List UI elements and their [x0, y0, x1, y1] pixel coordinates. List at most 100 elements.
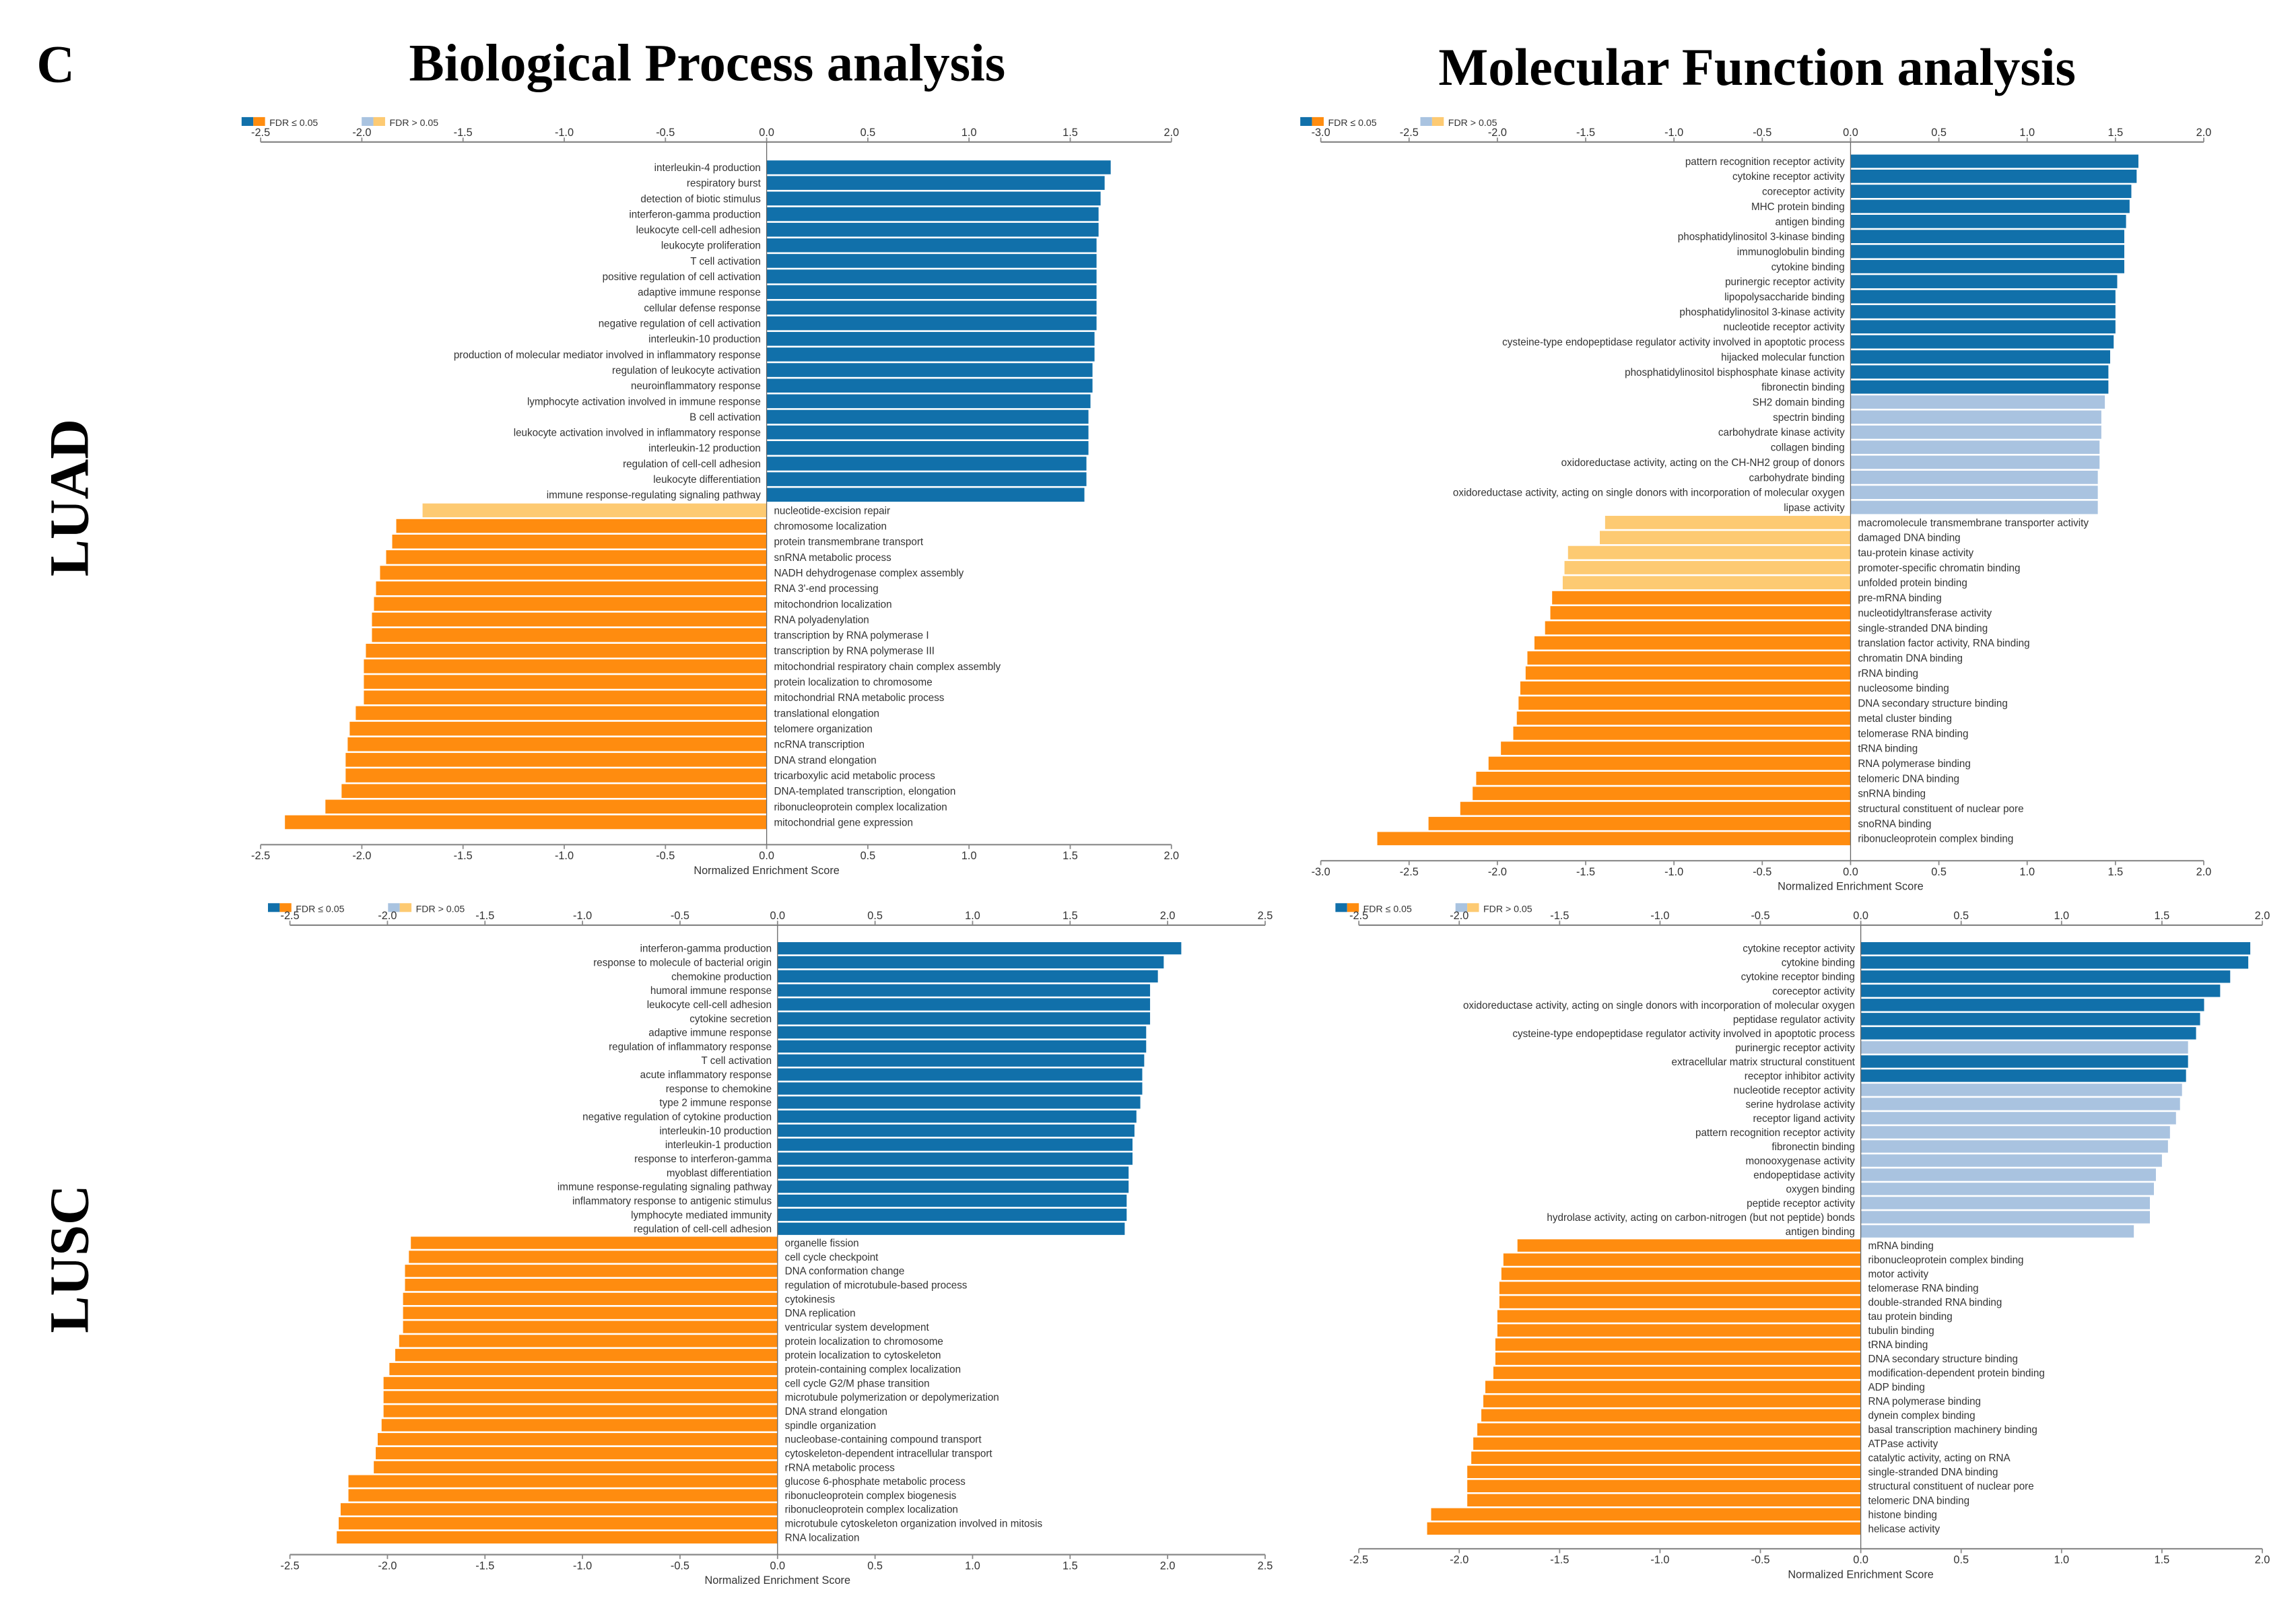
tick-label: 0.0: [759, 850, 774, 862]
bar-label: DNA secondary structure binding: [1868, 1354, 2018, 1365]
bar: [777, 998, 1151, 1011]
bar: [364, 675, 767, 689]
bar-label: DNA replication: [785, 1308, 856, 1319]
bar: [766, 472, 1087, 486]
legend-label: FDR ≤ 0.05: [296, 903, 344, 914]
bar-label: immunoglobulin binding: [1737, 246, 1845, 258]
x-axis-bottom: -2.5 -2.0 -1.5 -1.0 -0.5 0.0 0.5 1.0 1.5 2.0: [251, 844, 1179, 862]
legend-label: FDR > 0.05: [1448, 117, 1497, 128]
bar-label: RNA 3'-end processing: [774, 583, 878, 595]
bar: [403, 1321, 778, 1333]
bar-label: catalytic activity, acting on RNA: [1868, 1453, 2011, 1464]
tick-label: -2.5: [251, 127, 270, 139]
bar: [766, 347, 1095, 362]
bar: [1860, 1182, 2154, 1195]
bar-label: ribonucleoprotein complex binding: [1858, 834, 2013, 845]
bar-label: negative regulation of cell activation: [599, 319, 761, 330]
tick-label: -0.5: [656, 127, 675, 139]
bar: [766, 363, 1093, 377]
tick-label: 0.5: [867, 1560, 883, 1572]
bar-label: protein transmembrane transport: [774, 537, 923, 548]
tick-label: 2.5: [1258, 910, 1273, 922]
bar: [1499, 1296, 1861, 1308]
bar-label: regulation of leukocyte activation: [612, 365, 761, 376]
bar: [1860, 1154, 2162, 1167]
bar: [1850, 395, 2105, 409]
bar-label: cytokine receptor activity: [1743, 943, 1855, 955]
bar-label: cytokinesis: [785, 1294, 836, 1305]
bar: [766, 285, 1097, 300]
bar-label: receptor inhibitor activity: [1745, 1071, 1856, 1082]
bar-label: protein localization to chromosome: [774, 677, 932, 688]
bar-label: ribonucleoprotein complex biogenesis: [785, 1490, 957, 1502]
bar: [1860, 985, 2221, 997]
legend-swatch-pos-nonsig: [1455, 903, 1468, 912]
bar-label: regulation of cell-cell adhesion: [623, 459, 761, 470]
tick-label: -2.5: [1400, 866, 1419, 878]
tick-label: -2.0: [1450, 1554, 1468, 1566]
bar-label: single-stranded DNA binding: [1868, 1467, 1998, 1478]
bar: [1605, 516, 1851, 529]
tick-label: 1.5: [2108, 127, 2124, 139]
bar-label: interleukin-10 production: [659, 1125, 772, 1137]
bar-label: detection of biotic stimulus: [640, 193, 761, 205]
bar: [383, 1405, 778, 1418]
bar-label: tRNA binding: [1858, 743, 1918, 755]
bar: [1431, 1508, 1861, 1521]
bar-label: neuroinflammatory response: [631, 380, 761, 392]
legend-swatch-neg-sig: [1347, 903, 1359, 912]
bar: [777, 1124, 1135, 1137]
tick-label: 1.5: [1062, 127, 1078, 139]
bar: [405, 1278, 778, 1292]
bar: [766, 269, 1097, 284]
tick-label: -2.5: [1349, 1554, 1368, 1566]
bar-label: motor activity: [1868, 1269, 1928, 1280]
bar-label: transcription by RNA polymerase III: [774, 646, 935, 657]
tick-label: -1.0: [573, 910, 592, 922]
bar: [1427, 1522, 1861, 1535]
tick-label: -2.5: [251, 850, 270, 862]
legend-swatch-neg-nonsig: [1431, 116, 1444, 126]
bar-label: cytokine binding: [1771, 261, 1845, 273]
bar-label: fibronectin binding: [1771, 1141, 1855, 1153]
bar-label: nucleotide receptor activity: [1734, 1085, 1856, 1096]
bar: [409, 1251, 778, 1263]
bar: [1860, 1069, 2186, 1082]
bar-label: tau-protein kinase activity: [1858, 547, 1973, 559]
bar-label: DNA-templated transcription, elongation: [774, 786, 955, 797]
bar: [1860, 1084, 2182, 1096]
panel-letter: C: [36, 35, 75, 94]
bar-label: microtubule cytoskeleton organization in…: [785, 1519, 1043, 1530]
bar-label: ADP binding: [1868, 1382, 1924, 1393]
bar-label: T cell activation: [690, 256, 761, 267]
bar: [1850, 154, 2138, 168]
tick-label: 2.0: [2255, 1554, 2270, 1566]
tick-label: 1.0: [965, 910, 980, 922]
chart-panel-luad-mf: FDR ≤ 0.05 FDR > 0.05 -3.0 -2.5 -2.0 -1.5 -1.0…: [1300, 116, 2211, 893]
bar-label: ventricular system development: [785, 1322, 930, 1333]
bar: [1534, 636, 1851, 650]
x-axis-label: Normalized Enrichment Score: [705, 1574, 851, 1587]
bar-label: rRNA binding: [1858, 668, 1918, 679]
bar: [1850, 350, 2110, 364]
tick-label: 2.5: [1258, 1560, 1273, 1572]
tick-label: -1.0: [555, 127, 574, 139]
bar-label: DNA secondary structure binding: [1858, 698, 2008, 710]
bar: [1860, 956, 2249, 969]
chart-panel-luad-bp: FDR ≤ 0.05 FDR > 0.05 -2.5 -2.0 -1.5 -1.0 -0.5…: [241, 116, 1179, 877]
bar-label: protein localization to cytoskeleton: [785, 1350, 941, 1362]
tick-label: -1.0: [1650, 910, 1669, 922]
bar: [1516, 711, 1851, 725]
bar: [766, 331, 1095, 346]
bar-label: double-stranded RNA binding: [1868, 1297, 2002, 1308]
bar-label: cytoskeleton-dependent intracellular tra…: [785, 1448, 993, 1459]
bar: [1488, 756, 1851, 770]
bar: [1564, 561, 1851, 574]
bar-label: helicase activity: [1868, 1523, 1940, 1535]
tick-label: 0.5: [1953, 910, 1969, 922]
bar-label: type 2 immune response: [659, 1098, 772, 1109]
bar-label: tau protein binding: [1868, 1311, 1952, 1323]
legend-label: FDR ≤ 0.05: [1363, 903, 1412, 914]
bar-label: cysteine-type endopeptidase regulator ac…: [1512, 1028, 1855, 1040]
bar: [1860, 1041, 2188, 1054]
